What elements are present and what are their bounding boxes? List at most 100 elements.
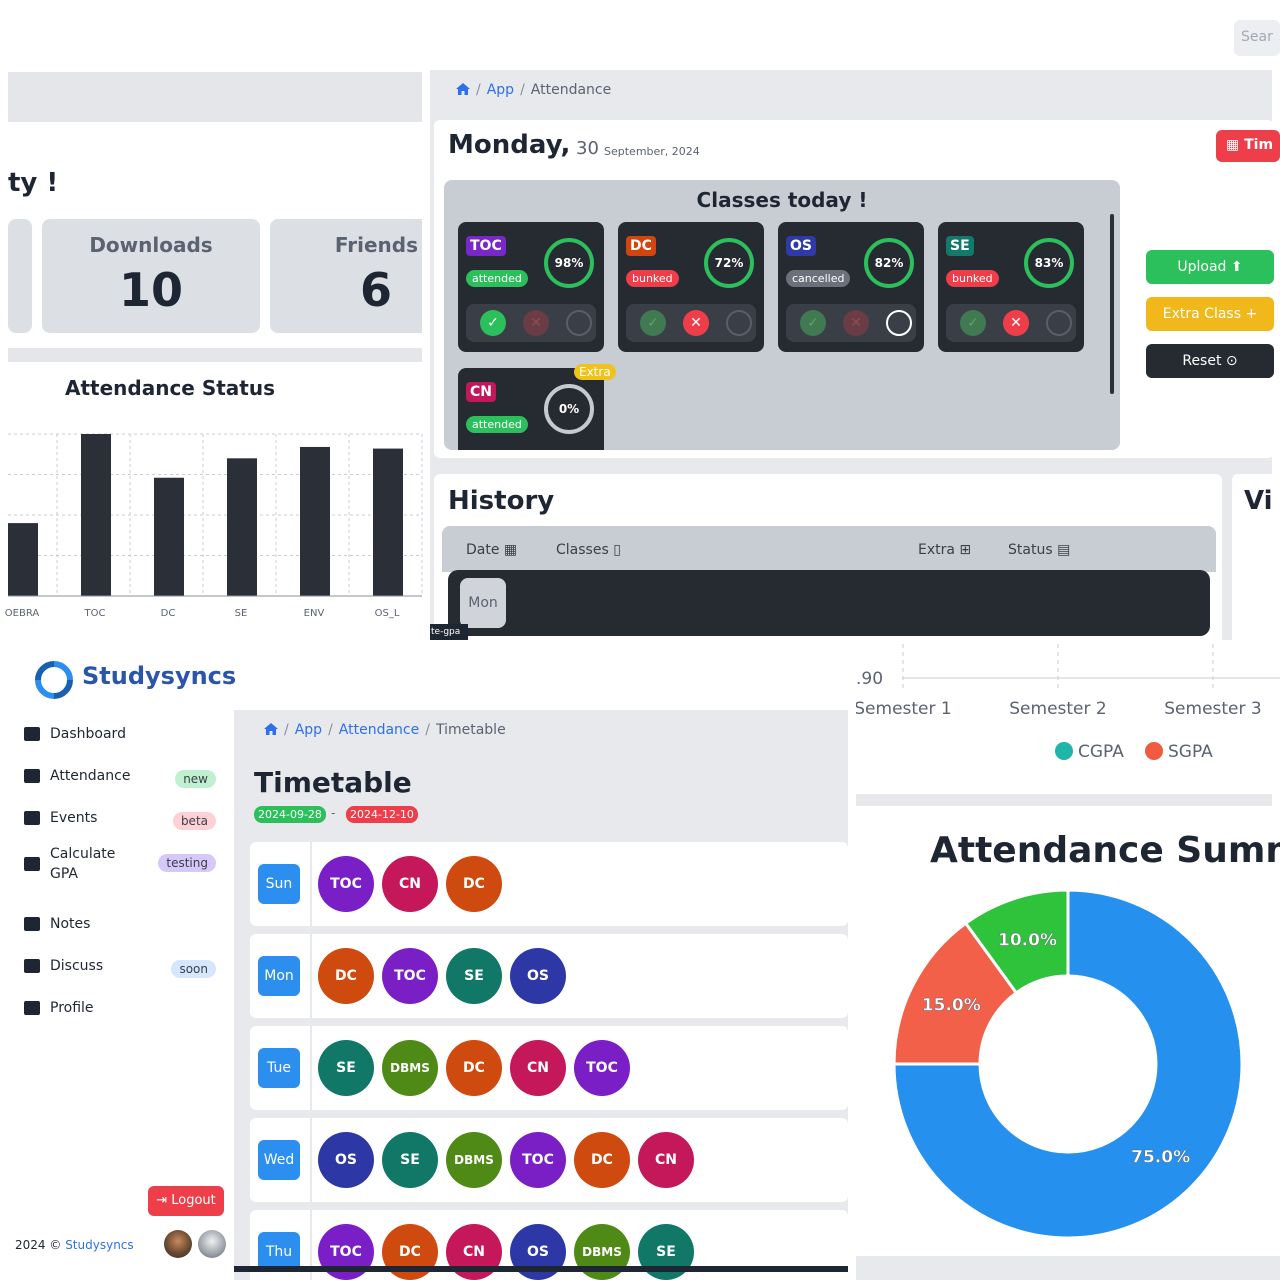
- logout-button[interactable]: ⇥ Logout: [148, 1186, 224, 1216]
- circle-icon[interactable]: [1046, 310, 1072, 336]
- x-tick-label: Semester 1: [856, 699, 952, 719]
- timetable-row: Sun TOC CN DC: [250, 842, 848, 926]
- subject-badge[interactable]: SE: [318, 1040, 374, 1096]
- breadcrumb-attendance[interactable]: Attendance: [338, 722, 420, 738]
- check-icon[interactable]: ✓: [480, 310, 506, 336]
- subject-badge[interactable]: TOC: [382, 948, 438, 1004]
- history-title: History: [448, 486, 555, 516]
- calendar-icon: ▦: [1226, 137, 1245, 153]
- class-status: attended: [466, 270, 528, 287]
- avatar[interactable]: [198, 1230, 226, 1258]
- bar: [373, 448, 403, 596]
- day-badge: Thu: [258, 1232, 300, 1272]
- day-name: Monday,: [448, 130, 571, 160]
- sidebar-item-profile[interactable]: Profile: [24, 1000, 94, 1016]
- subject-badge[interactable]: DC: [446, 1040, 502, 1096]
- close-icon[interactable]: ✕: [1003, 310, 1029, 336]
- sidebar-item-events[interactable]: Events: [24, 810, 97, 826]
- subject-badge[interactable]: OS: [318, 1132, 374, 1188]
- sidebar-item-dashboard[interactable]: Dashboard: [24, 726, 126, 742]
- header-date[interactable]: Date ▦: [466, 542, 518, 558]
- tick-label: ENV: [304, 608, 325, 619]
- sidebar-item-discuss[interactable]: Discuss: [24, 958, 103, 974]
- studysyncs-logo-icon[interactable]: [34, 660, 74, 700]
- close-icon[interactable]: ✕: [523, 310, 549, 336]
- subject-badge[interactable]: DC: [446, 856, 502, 912]
- class-actions: ✓ ✕: [786, 304, 916, 342]
- tick-label: TOC: [84, 608, 106, 619]
- timetable-button[interactable]: ▦ Tim: [1216, 130, 1280, 162]
- breadcrumb-app[interactable]: App: [294, 722, 323, 738]
- class-code: SE: [946, 236, 974, 256]
- divider: [856, 794, 1272, 806]
- slice-label: 75.0%: [1131, 1148, 1190, 1168]
- class-status: bunked: [946, 270, 999, 287]
- extra-class-button-label: Extra Class: [1162, 306, 1242, 322]
- class-card: TOC attended 98% ✓ ✕: [458, 222, 604, 352]
- donut-slice: [963, 888, 1070, 995]
- header-classes[interactable]: Classes ▯: [556, 542, 621, 558]
- subject-badge[interactable]: CN: [638, 1132, 694, 1188]
- bar: [154, 477, 184, 596]
- subject-badge[interactable]: SE: [446, 948, 502, 1004]
- sidebar-item-calculate-gpa[interactable]: Calculate GPA: [24, 844, 130, 884]
- day-badge: Wed: [258, 1140, 300, 1180]
- reset-button[interactable]: Reset ⊙: [1146, 344, 1274, 378]
- legend-label: SGPA: [1168, 742, 1213, 762]
- avatar[interactable]: [164, 1230, 192, 1258]
- class-status: attended: [466, 416, 528, 433]
- circle-icon[interactable]: [726, 310, 752, 336]
- scrollbar[interactable]: [1110, 214, 1114, 394]
- sidebar-item-notes[interactable]: Notes: [24, 916, 90, 932]
- subject-badge[interactable]: DC: [318, 948, 374, 1004]
- reset-icon: ⊙: [1225, 353, 1238, 369]
- footer-brand-link[interactable]: Studysyncs: [65, 1238, 134, 1252]
- subject-badge[interactable]: DBMS: [382, 1040, 438, 1096]
- subject-badge[interactable]: OS: [510, 948, 566, 1004]
- circle-icon[interactable]: [886, 310, 912, 336]
- upload-button[interactable]: Upload ⬆: [1146, 250, 1274, 284]
- subject-badge[interactable]: TOC: [510, 1132, 566, 1188]
- page-title: Timetable: [254, 766, 412, 799]
- subject-badge[interactable]: TOC: [318, 856, 374, 912]
- circle-icon[interactable]: [566, 310, 592, 336]
- home-icon[interactable]: [264, 723, 278, 735]
- tick-label: SE: [235, 608, 248, 619]
- tick-label: DC: [161, 608, 176, 619]
- extra-class-button[interactable]: Extra Class +: [1146, 297, 1274, 331]
- check-icon[interactable]: ✓: [640, 310, 666, 336]
- subject-badge[interactable]: DC: [574, 1132, 630, 1188]
- logout-label: Logout: [171, 1193, 216, 1208]
- class-actions: ✓ ✕: [946, 304, 1076, 342]
- calendar-check-icon: [24, 811, 40, 825]
- chart-title: Attendance Status: [65, 376, 275, 400]
- subject-badge[interactable]: CN: [510, 1040, 566, 1096]
- bar: [8, 523, 38, 596]
- breadcrumb-app[interactable]: App: [486, 82, 515, 98]
- header-status[interactable]: Status ▤: [1008, 542, 1071, 558]
- subject-badge[interactable]: TOC: [574, 1040, 630, 1096]
- timetable-row: Mon DC TOC SE OS: [250, 934, 848, 1018]
- tooltip: te-gpa: [430, 624, 468, 640]
- history-row[interactable]: Mon: [448, 570, 1210, 636]
- stat-value: 6: [359, 263, 392, 317]
- sidebar-item-attendance[interactable]: Attendance: [24, 768, 130, 784]
- day-badge: Tue: [258, 1048, 300, 1088]
- search-input[interactable]: Sear: [1234, 20, 1280, 56]
- brand-name[interactable]: Studysyncs: [82, 662, 237, 690]
- subject-badge[interactable]: CN: [382, 856, 438, 912]
- timetable-button-label: Tim: [1244, 137, 1274, 153]
- subject-badge[interactable]: SE: [382, 1132, 438, 1188]
- x-tick-label: Semester 2: [1009, 699, 1106, 719]
- subject-badge[interactable]: DBMS: [446, 1132, 502, 1188]
- close-icon[interactable]: ✕: [683, 310, 709, 336]
- close-icon[interactable]: ✕: [843, 310, 869, 336]
- status-badge: new: [175, 770, 216, 788]
- calendar-icon: [24, 769, 40, 783]
- header-extra[interactable]: Extra ⊞: [918, 542, 972, 558]
- check-icon[interactable]: ✓: [800, 310, 826, 336]
- start-date-badge: 2024-09-28: [254, 806, 326, 823]
- check-icon[interactable]: ✓: [960, 310, 986, 336]
- home-icon[interactable]: [456, 83, 470, 95]
- class-card: DC bunked 72% ✓ ✕: [618, 222, 764, 352]
